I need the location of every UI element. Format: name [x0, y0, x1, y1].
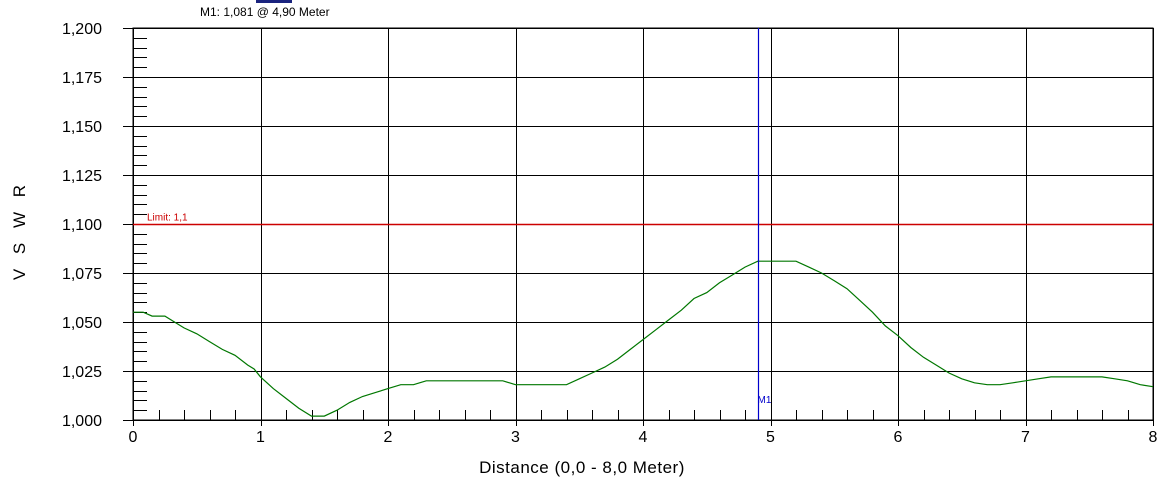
y-tick-label: 1,150 — [62, 119, 102, 136]
marker-m1-label: M1 — [758, 395, 772, 406]
x-tick-label: 3 — [511, 429, 520, 446]
x-tick-label: 0 — [129, 429, 138, 446]
x-tick-label: 1 — [256, 429, 265, 446]
vswr-series-line — [133, 260, 1154, 417]
limit-label: Limit: 1,1 — [147, 213, 188, 224]
y-tick-label: 1,050 — [62, 315, 102, 332]
y-axis-label: V S W R — [10, 180, 29, 281]
y-tick-label: 1,100 — [62, 217, 102, 234]
limit-line-group: Limit: 1,1 — [133, 213, 1153, 226]
x-tick-label: 4 — [639, 429, 648, 446]
x-tick-label: 5 — [766, 429, 775, 446]
y-tick-label: 1,200 — [62, 21, 102, 38]
x-tick-label: 8 — [1149, 429, 1158, 446]
y-tick-label: 1,075 — [62, 266, 102, 283]
marker-tab — [256, 0, 292, 3]
marker-readout: M1: 1,081 @ 4,90 Meter — [200, 5, 330, 19]
y-tick-label: 1,125 — [62, 168, 102, 185]
x-axis-label: Distance (0,0 - 8,0 Meter) — [479, 458, 685, 477]
y-tick-label: 1,025 — [62, 364, 102, 381]
grid — [123, 27, 1154, 426]
marker-group[interactable]: M1 — [758, 28, 772, 420]
minor-ticks — [133, 38, 1129, 420]
tick-labels: 0 1 2 3 4 5 6 7 8 1,000 1,025 1,050 1,075 1,100 1,125 1… — [62, 21, 1158, 446]
x-tick-label: 6 — [894, 429, 903, 446]
y-tick-label: 1,000 — [62, 413, 102, 430]
series-group — [133, 260, 1154, 417]
x-tick-label: 7 — [1021, 429, 1030, 446]
y-tick-label: 1,175 — [62, 70, 102, 87]
x-tick-label: 2 — [384, 429, 393, 446]
